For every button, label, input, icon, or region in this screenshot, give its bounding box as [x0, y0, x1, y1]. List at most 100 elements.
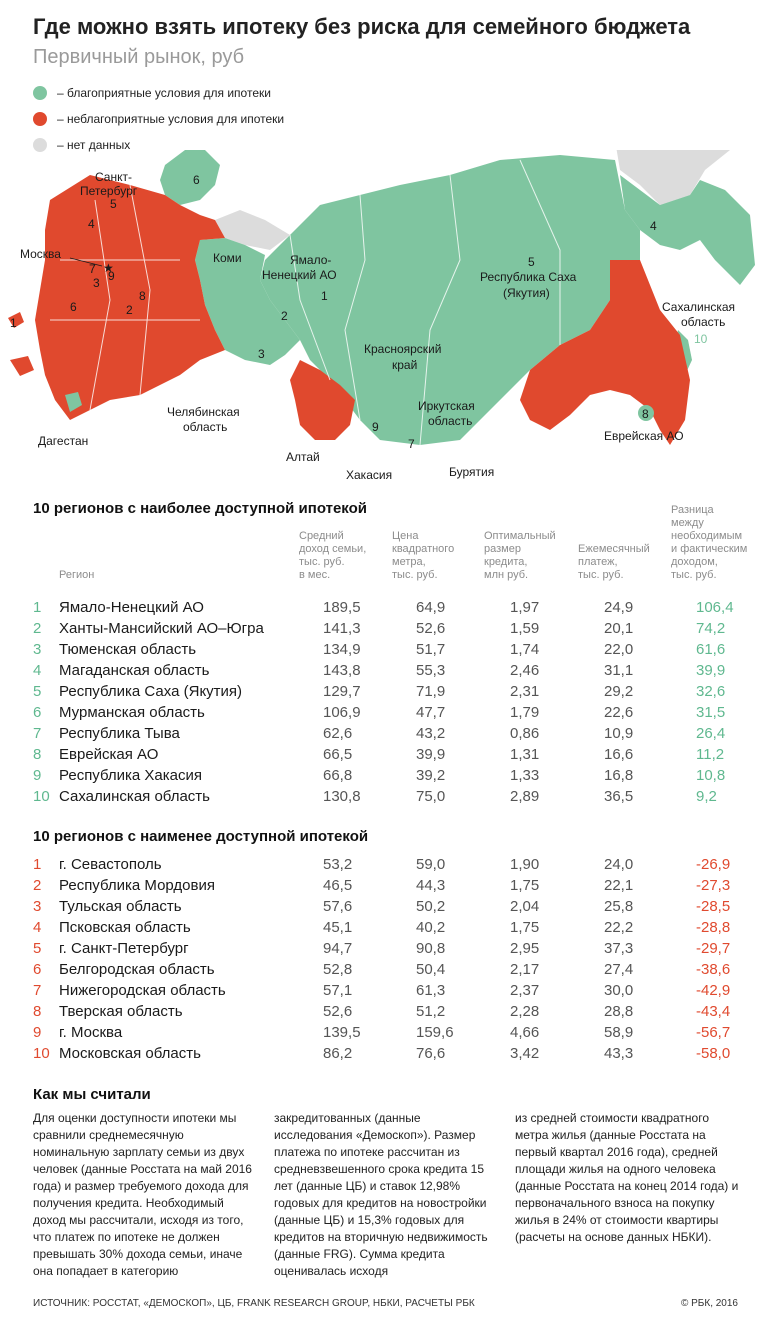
map-region-murmansk — [160, 150, 220, 205]
table-row: 7 Республика Тыва 62,6 43,2 0,86 10,9 26,4 — [33, 723, 766, 744]
map-region-jewish-ao — [638, 405, 654, 421]
row-diff: -42,9 — [696, 982, 731, 999]
row-region: Белгородская область — [59, 961, 215, 978]
label-spb-2: Петербург — [80, 184, 138, 198]
row-diff: 9,2 — [696, 788, 717, 805]
copyright: © РБК, 2016 — [680, 1298, 738, 1309]
num-sakhalin: 10 — [694, 332, 708, 346]
row-price: 50,4 — [416, 961, 446, 978]
moscow-star-icon: ★ — [103, 261, 114, 275]
row-number: 6 — [33, 961, 42, 978]
row-diff: 39,9 — [696, 662, 726, 679]
row-price: 159,6 — [416, 1024, 454, 1041]
label-chelyabinsk-2: область — [183, 420, 227, 434]
label-saha-1: Республика Саха — [480, 270, 577, 284]
num-saha: 5 — [528, 255, 535, 269]
row-income: 66,5 — [323, 746, 353, 763]
row-diff: 31,5 — [696, 704, 726, 721]
col-head-region: Регион — [59, 569, 95, 581]
source-note: ИСТОЧНИК: РОССТАТ, «ДЕМОСКОП», ЦБ, FRANK… — [33, 1298, 475, 1309]
row-number: 1 — [33, 599, 42, 616]
label-yamal-1: Ямало- — [290, 253, 331, 267]
col-head-loan: Оптимальный размер кредита, млн руб. — [484, 530, 556, 581]
row-income: 57,1 — [323, 982, 353, 999]
row-income: 141,3 — [323, 620, 361, 637]
num-tyva: 7 — [408, 437, 415, 451]
row-loan: 2,31 — [510, 683, 540, 700]
row-diff: -26,9 — [696, 856, 731, 873]
row-number: 3 — [33, 641, 42, 658]
row-payment: 22,2 — [604, 919, 634, 936]
table-row: 4 Магаданская область 143,8 55,3 2,46 31,1 39,… — [33, 660, 766, 681]
row-number: 1 — [33, 856, 42, 873]
label-buryatia: Бурятия — [449, 465, 494, 479]
num-sevastopol: 1 — [10, 316, 17, 330]
row-payment: 22,0 — [604, 641, 634, 658]
row-region: Республика Хакасия — [59, 767, 203, 784]
row-loan: 1,75 — [510, 919, 540, 936]
table-row: 9 г. Москва 139,5 159,6 4,66 58,9 -56,7 — [33, 1022, 766, 1043]
row-number: 10 — [33, 788, 50, 805]
table-row: 2 Республика Мордовия 46,5 44,3 1,75 22,1 -27,… — [33, 875, 766, 896]
row-loan: 1,31 — [510, 746, 540, 763]
label-dagestan: Дагестан — [38, 434, 88, 448]
row-price: 39,9 — [416, 746, 446, 763]
row-payment: 25,8 — [604, 898, 634, 915]
map-borders — [50, 159, 561, 446]
row-price: 76,6 — [416, 1045, 446, 1062]
col-head-income: Средний доход семьи, тыс. руб. в мес. — [299, 530, 367, 581]
row-number: 7 — [33, 725, 42, 742]
row-diff: -38,6 — [696, 961, 731, 978]
row-loan: 2,04 — [510, 898, 540, 915]
label-hakasia: Хакасия — [346, 468, 392, 482]
row-diff: 32,6 — [696, 683, 726, 700]
row-loan: 2,89 — [510, 788, 540, 805]
row-price: 43,2 — [416, 725, 446, 742]
row-diff: -27,3 — [696, 877, 731, 894]
method-title: Как мы считали — [33, 1086, 151, 1103]
legend-favorable-label: – благоприятные условия для ипотеки — [57, 86, 271, 100]
row-diff: 11,2 — [696, 746, 725, 763]
section-bottom-title: 10 регионов с наименее доступной ипотеко… — [33, 828, 369, 845]
row-number: 2 — [33, 877, 42, 894]
col-head-diff: Разница между необходимым и фактическим дохо… — [671, 504, 748, 581]
row-income: 106,9 — [323, 704, 361, 721]
row-income: 52,8 — [323, 961, 353, 978]
row-payment: 10,9 — [604, 725, 634, 742]
map-region-european-red — [35, 175, 225, 420]
row-region: г. Москва — [59, 1024, 123, 1041]
row-payment: 16,8 — [604, 767, 634, 784]
map-region-nenets — [215, 210, 290, 250]
row-region: Тульская область — [59, 898, 182, 915]
label-saha-2: (Якутия) — [503, 286, 550, 300]
table-row: 6 Белгородская область 52,8 50,4 2,17 27,4 -38… — [33, 959, 766, 980]
table-row: 9 Республика Хакасия 66,8 39,2 1,33 16,8 10,8 — [33, 765, 766, 786]
num-moscow: 9 — [108, 269, 115, 283]
row-number: 8 — [33, 1003, 42, 1020]
row-number: 8 — [33, 746, 42, 763]
russia-map: ★ Санкт- Петербург Москва Коми Ямало- Не… — [8, 150, 755, 482]
legend-nodata-label: – нет данных — [57, 138, 131, 152]
legend-favorable: – благоприятные условия для ипотеки — [33, 80, 284, 106]
method-text-col3: из средней стоимости квадратного метра ж… — [515, 1111, 739, 1244]
row-region: Ямало-Ненецкий АО — [59, 599, 204, 616]
map-legend: – благоприятные условия для ипотеки – не… — [33, 80, 284, 158]
map-region-siberia-green — [260, 155, 640, 445]
num-tyumen: 3 — [258, 347, 265, 361]
table-row: 6 Мурманская область 106,9 47,7 1,79 22,6 31,5 — [33, 702, 766, 723]
label-sakhalin-1: Сахалинская — [662, 300, 735, 314]
num-mordovia: 2 — [126, 303, 133, 317]
map-region-far-east-red — [520, 260, 690, 445]
row-diff: -56,7 — [696, 1024, 731, 1041]
row-price: 50,2 — [416, 898, 446, 915]
row-price: 47,7 — [416, 704, 446, 721]
row-payment: 16,6 — [604, 746, 634, 763]
table-row: 2 Ханты-Мансийский АО–Югра 141,3 52,6 1,59 20… — [33, 618, 766, 639]
map-region-chukotka — [616, 150, 730, 205]
row-price: 39,2 — [416, 767, 446, 784]
table-row: 1 г. Севастополь 53,2 59,0 1,90 24,0 -26,9 — [33, 854, 766, 875]
row-diff: -29,7 — [696, 940, 731, 957]
row-number: 4 — [33, 662, 42, 679]
row-loan: 1,97 — [510, 599, 540, 616]
row-number: 7 — [33, 982, 42, 999]
